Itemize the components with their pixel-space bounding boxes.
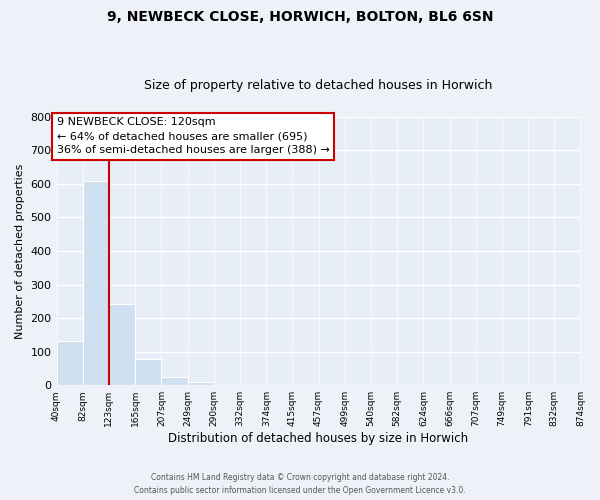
Bar [135, 359, 161, 385]
Text: 9 NEWBECK CLOSE: 120sqm
← 64% of detached houses are smaller (695)
36% of semi-d: 9 NEWBECK CLOSE: 120sqm ← 64% of detache… [56, 118, 329, 156]
Y-axis label: Number of detached properties: Number of detached properties [15, 164, 25, 338]
Bar [83, 180, 109, 385]
Text: 9, NEWBECK CLOSE, HORWICH, BOLTON, BL6 6SN: 9, NEWBECK CLOSE, HORWICH, BOLTON, BL6 6… [107, 10, 493, 24]
Bar [188, 382, 214, 385]
Bar [109, 304, 135, 385]
X-axis label: Distribution of detached houses by size in Horwich: Distribution of detached houses by size … [169, 432, 469, 445]
Bar [56, 340, 83, 385]
Title: Size of property relative to detached houses in Horwich: Size of property relative to detached ho… [145, 79, 493, 92]
Text: Contains HM Land Registry data © Crown copyright and database right 2024.
Contai: Contains HM Land Registry data © Crown c… [134, 474, 466, 495]
Bar [161, 377, 188, 385]
